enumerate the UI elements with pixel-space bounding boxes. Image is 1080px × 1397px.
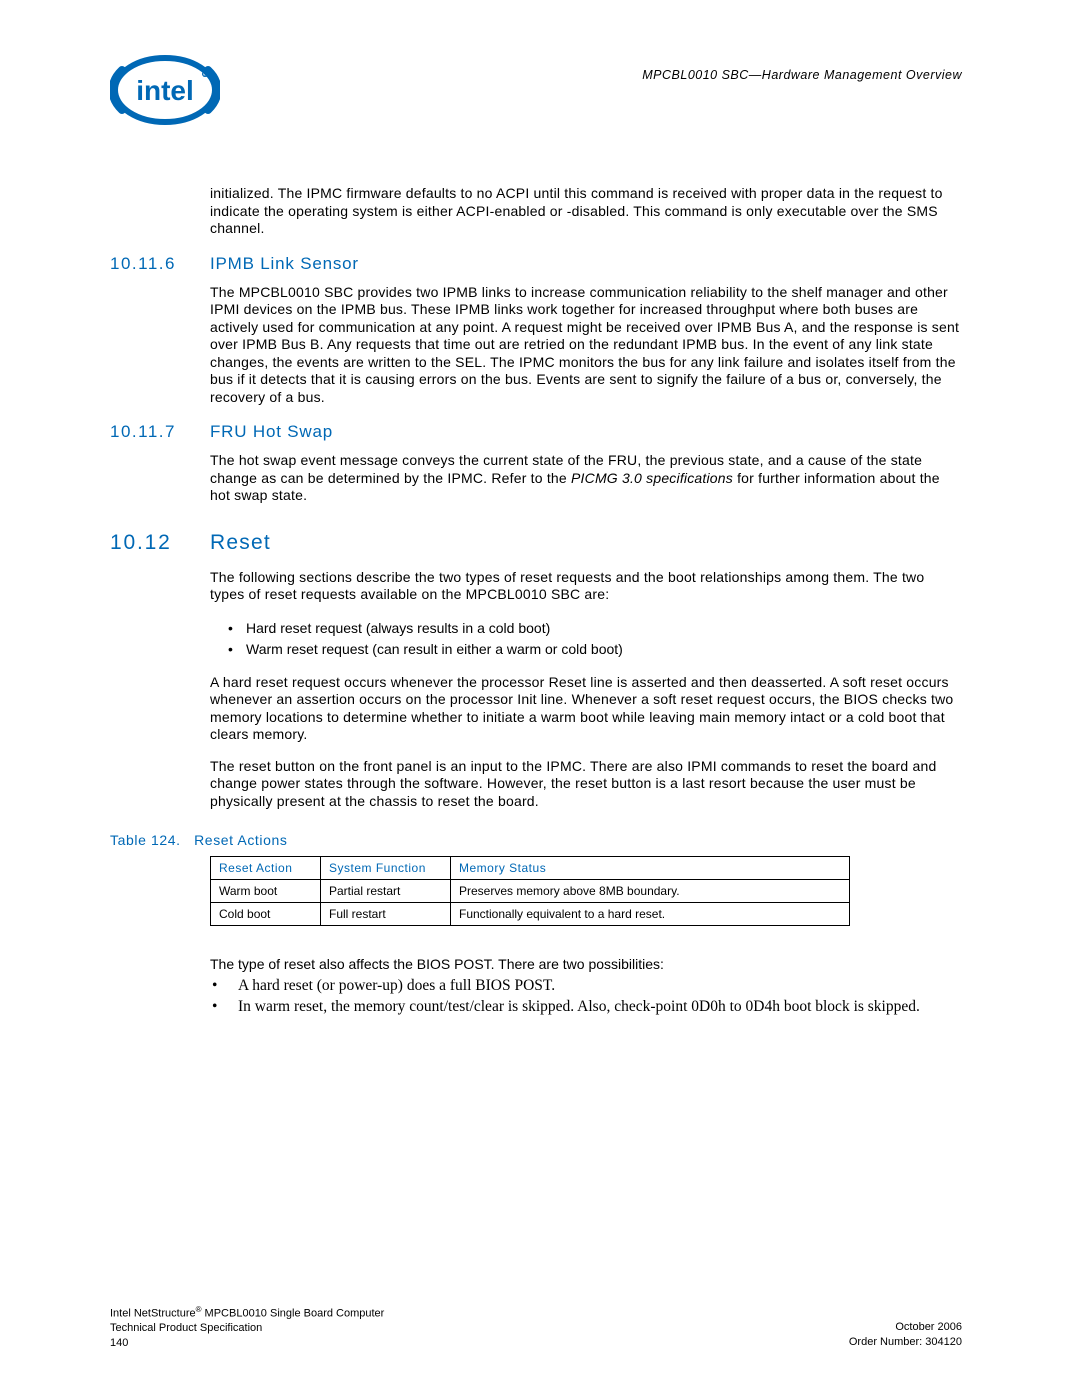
table-cell: Warm boot <box>211 880 321 903</box>
reset-intro: The following sections describe the two … <box>210 569 962 604</box>
table-row: Cold boot Full restart Functionally equi… <box>211 903 850 926</box>
bios-post-list: •A hard reset (or power-up) does a full … <box>210 976 962 1017</box>
table-cell: Partial restart <box>321 880 451 903</box>
reset-actions-table: Reset Action System Function Memory Stat… <box>210 856 850 926</box>
post-table-paragraph: The type of reset also affects the BIOS … <box>210 956 962 974</box>
section-10-11-6-heading: 10.11.6 IPMB Link Sensor <box>110 254 962 274</box>
reset-types-list: •Hard reset request (always results in a… <box>228 618 962 660</box>
section-10-11-7-body: The hot swap event message conveys the c… <box>210 452 962 505</box>
intro-paragraph: initialized. The IPMC firmware defaults … <box>210 185 962 238</box>
table-header-row: Reset Action System Function Memory Stat… <box>211 857 850 880</box>
footer-right: October 2006 Order Number: 304120 <box>849 1305 962 1351</box>
section-10-12-heading: 10.12 Reset <box>110 531 962 555</box>
table-cell: Preserves memory above 8MB boundary. <box>451 880 850 903</box>
reset-description-2: The reset button on the front panel is a… <box>210 758 962 811</box>
section-title: Reset <box>210 531 271 555</box>
list-item: •In warm reset, the memory count/test/cl… <box>210 997 962 1016</box>
page-footer: Intel NetStructure® MPCBL0010 Single Boa… <box>110 1305 962 1351</box>
table-header: Memory Status <box>451 857 850 880</box>
table-cell: Full restart <box>321 903 451 926</box>
table-header: Reset Action <box>211 857 321 880</box>
section-number: 10.11.7 <box>110 422 210 442</box>
table-header: System Function <box>321 857 451 880</box>
table-cell: Cold boot <box>211 903 321 926</box>
svg-text:R: R <box>203 73 207 79</box>
list-item: •A hard reset (or power-up) does a full … <box>210 976 962 995</box>
table-caption: Table 124. Reset Actions <box>110 832 962 848</box>
table-cell: Functionally equivalent to a hard reset. <box>451 903 850 926</box>
footer-left: Intel NetStructure® MPCBL0010 Single Boa… <box>110 1305 384 1351</box>
list-item: •Warm reset request (can result in eithe… <box>228 639 962 660</box>
reset-description-1: A hard reset request occurs whenever the… <box>210 674 962 744</box>
section-title: IPMB Link Sensor <box>210 254 359 274</box>
section-number: 10.12 <box>110 531 210 555</box>
header-doc-title: MPCBL0010 SBC—Hardware Management Overvi… <box>642 50 962 82</box>
table-row: Warm boot Partial restart Preserves memo… <box>211 880 850 903</box>
page: intel R MPCBL0010 SBC—Hardware Managemen… <box>0 0 1080 1397</box>
header-row: intel R MPCBL0010 SBC—Hardware Managemen… <box>110 50 962 130</box>
section-10-11-7-heading: 10.11.7 FRU Hot Swap <box>110 422 962 442</box>
intel-logo: intel R <box>110 50 220 130</box>
section-title: FRU Hot Swap <box>210 422 333 442</box>
list-item: •Hard reset request (always results in a… <box>228 618 962 639</box>
svg-text:intel: intel <box>136 75 194 106</box>
section-10-11-6-body: The MPCBL0010 SBC provides two IPMB link… <box>210 284 962 407</box>
section-number: 10.11.6 <box>110 254 210 274</box>
